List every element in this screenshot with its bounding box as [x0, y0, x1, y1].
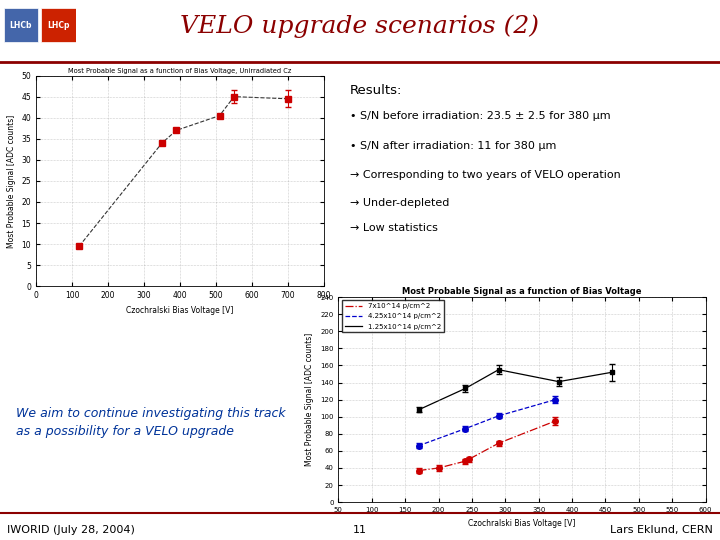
Title: Most Probable Signal as a function of Bias Voltage, Unirradiated Cz: Most Probable Signal as a function of Bi… — [68, 68, 292, 74]
Text: We aim to continue investigating this track
as a possibility for a VELO upgrade: We aim to continue investigating this tr… — [17, 407, 286, 438]
Text: → Under-depleted: → Under-depleted — [350, 198, 449, 208]
Text: → Low statistics: → Low statistics — [350, 223, 438, 233]
Text: IWORID (July 28, 2004): IWORID (July 28, 2004) — [7, 524, 135, 535]
X-axis label: Czochralski Bias Voltage [V]: Czochralski Bias Voltage [V] — [126, 306, 234, 315]
Text: LHCp: LHCp — [47, 21, 70, 30]
X-axis label: Czochralski Bias Voltage [V]: Czochralski Bias Voltage [V] — [468, 518, 576, 528]
Legend: 7x10^14 p/cm^2, 4.25x10^14 p/cm^2, 1.25x10^14 p/cm^2: 7x10^14 p/cm^2, 4.25x10^14 p/cm^2, 1.25x… — [342, 300, 444, 332]
Text: Lars Eklund, CERN: Lars Eklund, CERN — [610, 524, 713, 535]
Text: LHCb: LHCb — [9, 21, 32, 30]
Text: VELO upgrade scenarios (2): VELO upgrade scenarios (2) — [181, 14, 539, 38]
Text: 11: 11 — [353, 524, 367, 535]
Y-axis label: Most Probable Signal [ADC counts]: Most Probable Signal [ADC counts] — [305, 333, 315, 466]
Text: Results:: Results: — [350, 84, 402, 97]
Text: • S/N before irradiation: 23.5 ± 2.5 for 380 μm: • S/N before irradiation: 23.5 ± 2.5 for… — [350, 111, 611, 122]
Text: • S/N after irradiation: 11 for 380 μm: • S/N after irradiation: 11 for 380 μm — [350, 141, 556, 151]
Bar — [4, 8, 38, 42]
Y-axis label: Most Probable Signal [ADC counts]: Most Probable Signal [ADC counts] — [6, 114, 16, 247]
Text: → Corresponding to two years of VELO operation: → Corresponding to two years of VELO ope… — [350, 171, 621, 180]
Title: Most Probable Signal as a function of Bias Voltage: Most Probable Signal as a function of Bi… — [402, 287, 642, 296]
Bar — [41, 8, 76, 42]
